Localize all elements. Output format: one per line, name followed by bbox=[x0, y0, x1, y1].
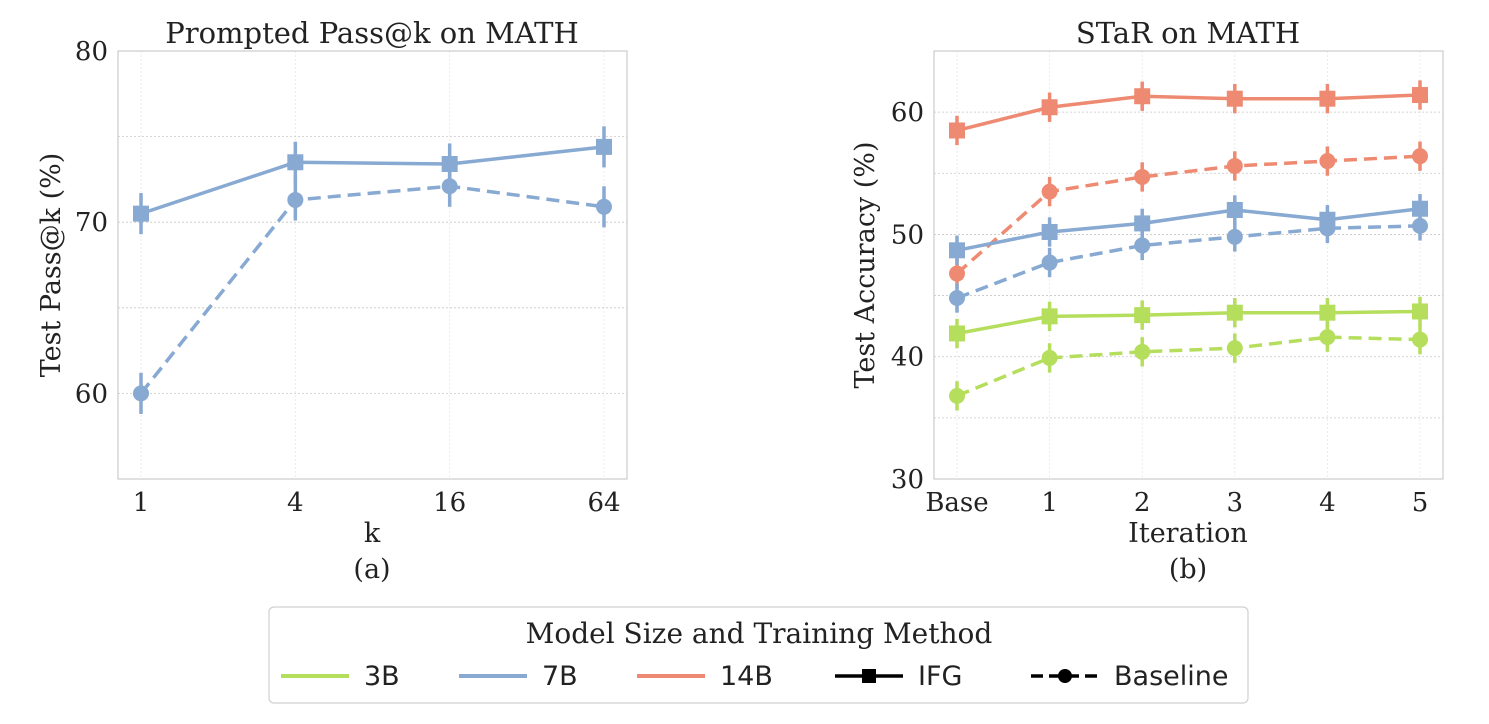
legend-label-14b: 14B bbox=[720, 661, 773, 692]
data-point-circle bbox=[1226, 340, 1243, 357]
chart-b-xtick-label: 3 bbox=[1227, 488, 1244, 518]
chart-b-ytick-label: 50 bbox=[891, 220, 924, 250]
chart-b-series-7b-ifg bbox=[949, 194, 1428, 265]
chart-b-series-3b-ifg bbox=[949, 296, 1428, 349]
data-point-circle bbox=[1134, 168, 1151, 185]
chart-b: STaR on MATH 30 40 50 60 Base 1 2 3 4 5 Iteratio… bbox=[850, 16, 1444, 585]
data-point-square bbox=[1412, 87, 1428, 104]
data-point-square bbox=[596, 138, 612, 155]
data-point-circle bbox=[1041, 349, 1058, 366]
chart-b-xlabel: Iteration bbox=[1128, 518, 1248, 549]
series-line-14b-ifg bbox=[956, 93, 1421, 133]
chart-a-xtick-label: 1 bbox=[133, 488, 150, 518]
chart-a-series-7b-ifg bbox=[133, 126, 612, 235]
series-line-7b-ifg bbox=[140, 145, 605, 216]
series-line-3b-ifg bbox=[956, 309, 1421, 336]
legend-marker-baseline bbox=[1031, 669, 1099, 683]
chart-a-xtick-label: 16 bbox=[433, 488, 466, 518]
series-line-7b-baseline bbox=[956, 224, 1421, 300]
chart-a-xlabel: k bbox=[364, 518, 381, 549]
chart-b-frame bbox=[933, 50, 1444, 480]
data-point-circle bbox=[949, 387, 965, 404]
chart-a-xtick-label: 4 bbox=[287, 488, 304, 518]
data-point-square bbox=[1319, 90, 1336, 107]
chart-b-xtick-label: 2 bbox=[1134, 488, 1151, 518]
chart-b-xtick-label: 1 bbox=[1041, 488, 1058, 518]
chart-b-ytick-label: 40 bbox=[891, 343, 924, 373]
data-point-square bbox=[1134, 88, 1151, 105]
data-point-circle bbox=[1319, 153, 1336, 170]
data-point-square bbox=[1134, 307, 1151, 324]
chart-b-ytick-label: 30 bbox=[891, 465, 924, 495]
data-point-square bbox=[1041, 99, 1058, 116]
data-point-circle bbox=[596, 198, 612, 215]
legend: Model Size and Training Method 3B 7B 14B… bbox=[268, 606, 1249, 704]
chart-b-title: STaR on MATH bbox=[1076, 16, 1300, 50]
data-point-square bbox=[949, 242, 965, 259]
data-point-square bbox=[1412, 200, 1428, 217]
series-line-7b-ifg bbox=[956, 207, 1421, 253]
chart-b-caption: (b) bbox=[1169, 554, 1207, 585]
data-point-square bbox=[1319, 304, 1336, 321]
legend-marker-ifg bbox=[835, 669, 903, 683]
data-point-circle bbox=[1134, 237, 1151, 254]
legend-title: Model Size and Training Method bbox=[526, 617, 993, 650]
chart-b-series-14b-ifg bbox=[949, 80, 1428, 146]
data-point-circle bbox=[1041, 183, 1058, 200]
data-point-circle bbox=[949, 290, 965, 307]
chart-b-series-3b-baseline bbox=[949, 322, 1428, 411]
data-point-circle bbox=[1412, 148, 1428, 165]
data-point-circle bbox=[133, 385, 149, 402]
data-point-circle bbox=[1319, 329, 1336, 346]
data-point-circle bbox=[1226, 228, 1243, 245]
data-point-square bbox=[1041, 308, 1058, 325]
data-point-circle bbox=[1412, 217, 1428, 234]
legend-label-ifg: IFG bbox=[918, 661, 962, 692]
chart-a-ytick-label: 80 bbox=[75, 37, 108, 67]
legend-label-3b: 3B bbox=[364, 661, 400, 692]
chart-b-ylabel: Test Accuracy (%) bbox=[850, 142, 881, 389]
chart-b-ytick-label: 60 bbox=[891, 98, 924, 128]
chart-a-ytick-label: 70 bbox=[75, 208, 108, 238]
data-point-square bbox=[1412, 303, 1428, 320]
chart-a-frame bbox=[117, 50, 628, 480]
data-point-square bbox=[1134, 215, 1151, 232]
chart-b-series-7b-baseline bbox=[949, 211, 1428, 313]
series-line-14b-baseline bbox=[955, 154, 1421, 275]
chart-a-caption: (a) bbox=[353, 554, 390, 585]
data-point-circle bbox=[949, 265, 965, 282]
series-line-7b-baseline bbox=[139, 184, 605, 395]
chart-b-xtick-label: 5 bbox=[1412, 488, 1429, 518]
chart-a-ylabel: Test Pass@k (%) bbox=[36, 153, 67, 378]
data-point-circle bbox=[1134, 343, 1151, 360]
data-point-square bbox=[441, 155, 458, 172]
legend-label-baseline: Baseline bbox=[1114, 661, 1228, 692]
data-point-square bbox=[287, 154, 304, 171]
data-point-square bbox=[1226, 90, 1243, 107]
legend-label-7b: 7B bbox=[542, 661, 578, 692]
data-point-circle bbox=[1041, 254, 1058, 271]
data-point-circle bbox=[1226, 157, 1243, 174]
legend-box bbox=[268, 606, 1249, 704]
data-point-square bbox=[949, 122, 965, 139]
data-point-square bbox=[1226, 304, 1243, 321]
chart-a-xtick-label: 64 bbox=[587, 488, 620, 518]
chart-a-title: Prompted Pass@k on MATH bbox=[165, 16, 579, 50]
data-point-square bbox=[949, 325, 965, 342]
chart-b-series-14b-baseline bbox=[949, 141, 1428, 289]
chart-a-ytick-label: 60 bbox=[75, 379, 108, 409]
series-line-3b-baseline bbox=[956, 335, 1421, 398]
data-point-circle bbox=[1319, 220, 1336, 237]
data-point-square bbox=[1041, 223, 1058, 240]
data-point-circle bbox=[1412, 331, 1428, 348]
chart-b-xtick-label: 4 bbox=[1319, 488, 1336, 518]
data-point-square bbox=[133, 205, 149, 222]
data-point-circle bbox=[287, 191, 304, 208]
data-point-square bbox=[1226, 201, 1243, 218]
chart-a-series-7b-baseline bbox=[133, 165, 612, 414]
data-point-circle bbox=[441, 178, 458, 195]
chart-b-xtick-label: Base bbox=[925, 488, 988, 518]
